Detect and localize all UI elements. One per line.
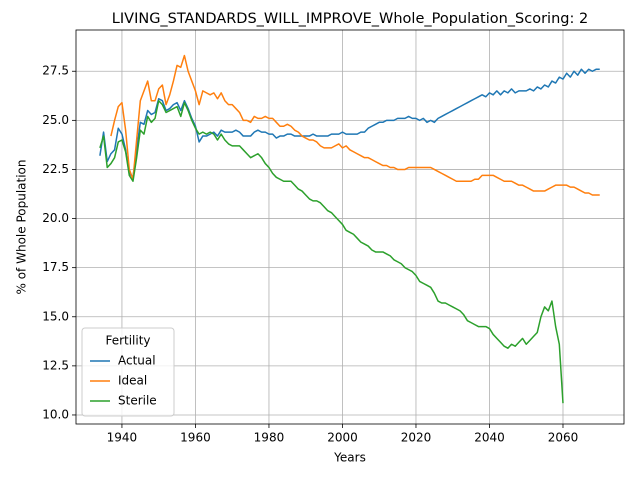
- y-tick-label: 22.5: [42, 162, 69, 176]
- y-tick-label: 20.0: [42, 211, 69, 225]
- x-tick-label: 1960: [180, 431, 211, 445]
- line-series: [99, 99, 564, 404]
- legend-box: [81, 327, 175, 417]
- x-tick-label: 2060: [548, 431, 579, 445]
- y-tick-label: 15.0: [42, 309, 69, 323]
- plot-frame: [75, 29, 625, 425]
- legend-title: Fertility: [105, 334, 150, 348]
- x-tick-label: 2020: [401, 431, 432, 445]
- x-tick-label: 2040: [474, 431, 505, 445]
- line-series: [99, 68, 600, 179]
- x-axis-label: Years: [333, 451, 366, 465]
- legend-label: Sterile: [118, 394, 157, 408]
- y-tick-label: 17.5: [42, 260, 69, 274]
- y-tick-label: 27.5: [42, 64, 69, 78]
- y-tick-label: 25.0: [42, 113, 69, 127]
- x-tick-label: 1980: [254, 431, 285, 445]
- legend-label: Ideal: [118, 374, 147, 388]
- legend-label: Actual: [118, 354, 156, 368]
- chart-title: LIVING_STANDARDS_WILL_IMPROVE_Whole_Popu…: [112, 11, 588, 27]
- legend: Fertility Actual Ideal Sterile: [81, 327, 175, 417]
- y-tick-label: 10.0: [42, 407, 69, 421]
- x-tick-label: 1940: [107, 431, 138, 445]
- line-series: [110, 54, 600, 196]
- y-axis-label: % of Whole Population: [15, 160, 29, 295]
- y-tick-label: 12.5: [42, 358, 69, 372]
- x-tick-label: 2000: [327, 431, 358, 445]
